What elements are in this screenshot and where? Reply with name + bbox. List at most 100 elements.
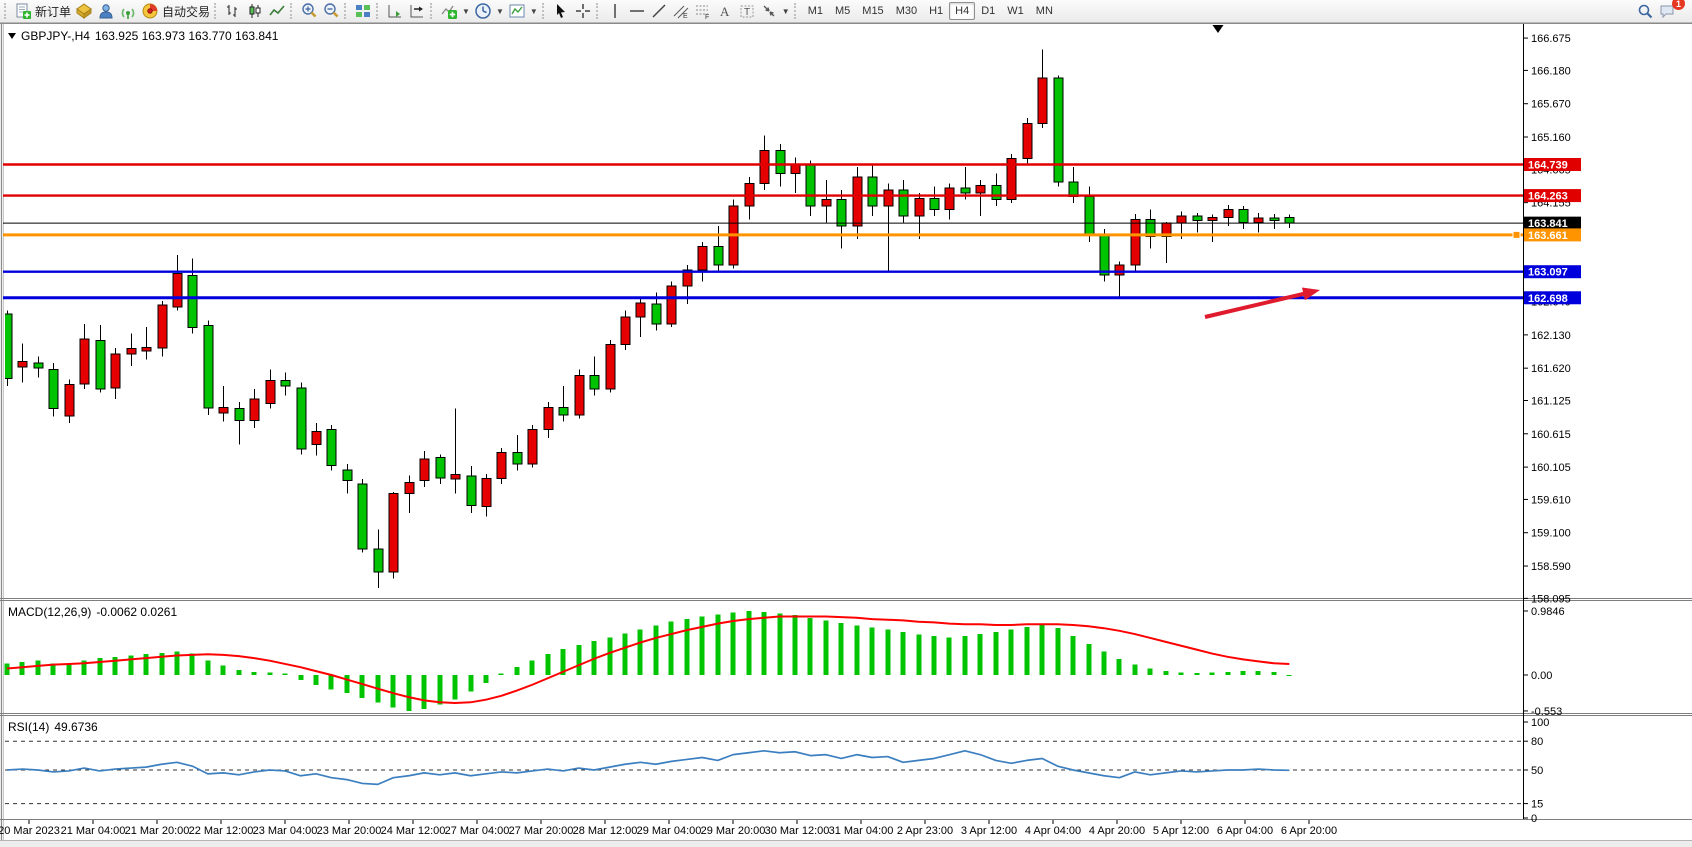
timeframe-m15[interactable]: M15 — [862, 5, 884, 17]
timeframe-m30[interactable]: M30 — [895, 5, 918, 17]
macd-bar — [668, 621, 674, 675]
candle-body — [450, 474, 461, 480]
candle-body — [311, 431, 322, 446]
zoom-in-button[interactable] — [298, 1, 320, 21]
toolbar-drag-handle[interactable] — [344, 3, 349, 19]
arrows-button[interactable]: ▼ — [758, 1, 792, 21]
svg-text:50: 50 — [1531, 765, 1543, 777]
candle-body — [48, 368, 59, 410]
new-order-button[interactable]: 新订单 — [12, 1, 73, 21]
candle-body — [435, 457, 446, 479]
timeframe-m1[interactable]: M1 — [807, 5, 823, 17]
signals-button[interactable] — [117, 1, 139, 21]
svg-text:163.841: 163.841 — [1528, 218, 1568, 230]
horizontal-line-button[interactable] — [626, 1, 648, 21]
templates-button[interactable]: ▼ — [506, 1, 540, 21]
line-chart-button[interactable] — [266, 1, 288, 21]
svg-text:163.097: 163.097 — [1528, 267, 1568, 279]
arrow-annotation-head[interactable] — [1301, 287, 1320, 301]
timeframe-d1[interactable]: D1 — [981, 5, 996, 17]
svg-text:165.160: 165.160 — [1531, 132, 1571, 144]
candle-body — [914, 197, 925, 217]
candles — [5, 49, 1295, 589]
toolbar-drag-handle[interactable] — [290, 3, 295, 19]
arrow-annotation[interactable] — [1204, 290, 1312, 319]
zoom-out-button[interactable] — [320, 1, 342, 21]
macd-bar — [931, 636, 937, 675]
candlestick-chart-button[interactable] — [244, 1, 266, 21]
candle-body — [326, 429, 337, 466]
indicators-button[interactable]: ▼ — [438, 1, 472, 21]
text-button[interactable]: A — [714, 1, 736, 21]
candle-body — [126, 348, 137, 355]
tile-windows-button[interactable] — [352, 1, 374, 21]
macd-bar — [19, 662, 25, 675]
macd-bar — [128, 655, 134, 675]
date-label: 2 Apr 23:00 — [897, 825, 953, 837]
macd-bar — [189, 653, 195, 675]
crosshair-button[interactable] — [572, 1, 594, 21]
candle-body — [64, 383, 75, 417]
toolbar-drag-handle[interactable] — [541, 3, 547, 19]
macd-bar — [977, 634, 983, 675]
candle-body — [388, 493, 399, 573]
cursor-button[interactable] — [550, 1, 572, 21]
candle-body — [605, 344, 616, 390]
chat-button[interactable]: 1 — [1656, 0, 1685, 21]
toolbar-drag-handle[interactable] — [793, 3, 799, 19]
toolbar-drag-handle[interactable] — [430, 3, 435, 19]
channel-button[interactable]: E — [670, 1, 692, 21]
svg-text:-0.553: -0.553 — [1531, 706, 1562, 718]
date-label: 31 Mar 04:00 — [829, 825, 894, 837]
bar-chart-button[interactable] — [222, 1, 244, 21]
trendline-button[interactable] — [648, 1, 670, 21]
level-handle[interactable] — [1512, 230, 1521, 239]
macd-bar — [607, 637, 613, 675]
timeframe-w1[interactable]: W1 — [1007, 5, 1024, 17]
macd-bar — [946, 637, 952, 675]
macd-bar — [390, 675, 396, 708]
date-label: 23 Mar 04:00 — [253, 825, 318, 837]
text-label-button[interactable]: T — [736, 1, 758, 21]
new-chart-button[interactable] — [73, 1, 95, 21]
svg-text:80: 80 — [1531, 736, 1543, 748]
macd-bar — [220, 665, 226, 675]
toolbar-drag-handle[interactable] — [595, 3, 601, 19]
timeframe-h1[interactable]: H1 — [929, 5, 944, 17]
macd-bar — [81, 660, 87, 675]
periods-button[interactable]: ▼ — [472, 1, 506, 21]
svg-text:0.9846: 0.9846 — [1531, 606, 1565, 618]
vertical-line-button[interactable] — [604, 1, 626, 21]
macd-bar — [622, 633, 628, 675]
candle-body — [713, 246, 724, 266]
arrows-icon — [760, 2, 778, 20]
macd-bar — [1132, 664, 1138, 675]
toolbar-drag-handle[interactable] — [4, 3, 9, 19]
macd-bar — [900, 632, 906, 675]
chart-shift-marker[interactable] — [1212, 25, 1224, 33]
date-label: 29 Mar 20:00 — [701, 825, 766, 837]
horizontal-line-icon — [628, 2, 646, 20]
profiles-button[interactable] — [95, 1, 117, 21]
profiles-icon — [97, 2, 115, 20]
macd-bar — [1240, 671, 1246, 675]
auto-scroll-button[interactable] — [384, 1, 406, 21]
timeframe-h4[interactable]: H4 — [949, 2, 976, 20]
fibonacci-button[interactable]: F — [692, 1, 714, 21]
candle-body — [1223, 208, 1234, 218]
timeframe-mn[interactable]: MN — [1035, 5, 1053, 17]
toolbar-drag-handle[interactable] — [376, 3, 381, 19]
date-label: 29 Mar 04:00 — [637, 825, 702, 837]
macd-bar — [514, 667, 520, 675]
candle-body — [898, 189, 909, 217]
svg-text:163.661: 163.661 — [1528, 230, 1568, 242]
timeframe-m5[interactable]: M5 — [835, 5, 851, 17]
macd-bar — [1286, 675, 1292, 676]
macd-bar — [1255, 671, 1261, 675]
auto-trading-button[interactable]: 自动交易 — [139, 1, 212, 21]
candle-body — [635, 302, 646, 318]
toolbar-drag-handle[interactable] — [214, 3, 219, 19]
search-button[interactable] — [1634, 1, 1656, 21]
chart-shift-button[interactable] — [406, 1, 428, 21]
